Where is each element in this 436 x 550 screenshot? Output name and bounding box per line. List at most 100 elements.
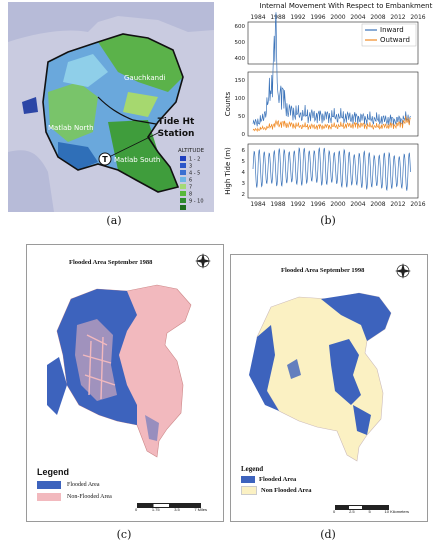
series-line-inward xyxy=(252,12,411,127)
flooded-label-d: Flooded Area xyxy=(259,476,297,483)
map-c-legend-title: Legend xyxy=(37,467,70,477)
tide-ylabel: High Tide (m) xyxy=(224,147,232,195)
label-gauchkandi: Gauchkandi xyxy=(124,74,166,82)
counts-lower-tick: 0 xyxy=(242,132,246,138)
chart-legend: Inward Outward xyxy=(361,23,417,47)
caption-d: (d) xyxy=(320,528,336,541)
altitude-swatch xyxy=(180,156,186,161)
scale-c-1: 1.75 xyxy=(151,507,160,512)
altitude-label: 8 xyxy=(189,192,192,198)
flooded-swatch-d xyxy=(241,476,255,483)
bottom-x-tick-label: 2012 xyxy=(390,201,405,208)
counts-upper-tick: 500 xyxy=(235,40,246,46)
scale-bar-c xyxy=(137,503,201,508)
counts-upper-tick: 400 xyxy=(235,56,246,62)
caption-a: (a) xyxy=(106,214,122,227)
top-x-tick-label: 1984 xyxy=(250,14,265,21)
non-flooded-swatch-c xyxy=(37,493,61,501)
panel-c: Flooded Area September 1988 Legend Flood… xyxy=(26,244,224,522)
altitude-swatch xyxy=(180,191,186,196)
counts-lower-tick: 150 xyxy=(235,78,246,84)
altitude-swatch xyxy=(180,198,186,203)
top-x-tick-label: 1992 xyxy=(290,14,305,21)
scale-c-3: 7 Miles xyxy=(194,507,207,512)
bottom-x-tick-label: 1988 xyxy=(270,201,285,208)
series-line-outward xyxy=(252,115,411,133)
panel-a-map: Gauchkandi Matlab North Matlab South Tid… xyxy=(8,2,214,212)
tide-tick: 6 xyxy=(242,148,246,154)
tide-station-marker xyxy=(98,152,112,166)
label-tide-station-line2: Station xyxy=(158,129,195,139)
counts-upper-tick: 600 xyxy=(235,24,246,30)
caption-c: (c) xyxy=(116,528,132,541)
scale-c-0: 0 xyxy=(135,507,138,512)
label-matlab-north: Matlab North xyxy=(48,124,94,132)
tide-tick: 2 xyxy=(242,192,246,198)
tide-tick: 4 xyxy=(242,170,246,176)
counts-ylabel: Counts xyxy=(224,91,232,116)
map-c-legend: Legend Flooded Area Non-Flooded Area xyxy=(37,467,112,501)
top-x-tick-label: 2008 xyxy=(370,14,385,21)
altitude-label: 6 xyxy=(189,178,192,184)
top-x-tick-label: 2016 xyxy=(410,14,425,21)
bottom-x-tick-label: 1996 xyxy=(310,201,325,208)
caption-b: (b) xyxy=(320,214,336,227)
scale-d-2: 5 xyxy=(368,509,371,514)
map-d-legend-title: Legend xyxy=(241,465,264,473)
altitude-label: 3 xyxy=(189,164,192,170)
scale-bar-d xyxy=(335,505,389,510)
tide-tick: 5 xyxy=(242,159,246,165)
altitude-legend-title: ALTITUDE xyxy=(178,148,205,154)
counts-lower-tick: 100 xyxy=(235,96,246,102)
tide-tick: 3 xyxy=(242,181,246,187)
top-x-tick-label: 1996 xyxy=(310,14,325,21)
altitude-label: 1 - 2 xyxy=(189,157,200,163)
altitude-swatch xyxy=(180,177,186,182)
map-c-title: Flooded Area September 1988 xyxy=(69,259,153,266)
flooded-swatch-c xyxy=(37,481,61,489)
altitude-swatch xyxy=(180,184,186,189)
top-x-tick-label: 2004 xyxy=(350,14,365,21)
top-x-tick-label: 2000 xyxy=(330,14,345,21)
non-flooded-label-c: Non-Flooded Area xyxy=(67,494,112,500)
bottom-x-tick-label: 2008 xyxy=(370,201,385,208)
legend-outward: Outward xyxy=(380,36,410,44)
series-line-high-tide xyxy=(252,146,411,192)
scale-c-2: 3.5 xyxy=(174,507,180,512)
label-matlab-south: Matlab South xyxy=(114,156,160,164)
altitude-label: 4 - 5 xyxy=(189,171,200,177)
north-arrow-d xyxy=(395,263,411,279)
tide-station-marker-letter: T xyxy=(102,155,108,164)
north-arrow-c xyxy=(195,253,211,269)
map-d-title: Flooded Area September 1998 xyxy=(281,267,365,274)
counts-lower-tick: 50 xyxy=(238,114,245,120)
top-x-tick-label: 2012 xyxy=(390,14,405,21)
scale-d-0: 0 xyxy=(333,509,336,514)
map-d-legend: Legend Flooded Area Non Flooded Area xyxy=(241,465,311,495)
bottom-x-tick-label: 1992 xyxy=(290,201,305,208)
bottom-x-tick-label: 2016 xyxy=(410,201,425,208)
map-c xyxy=(47,253,211,458)
panel-a: Gauchkandi Matlab North Matlab South Tid… xyxy=(8,2,214,212)
non-flooded-swatch-d xyxy=(241,486,257,495)
altitude-label: 9 - 10 xyxy=(189,199,204,205)
altitude-swatch xyxy=(180,163,186,168)
altitude-label: 7 xyxy=(189,185,192,191)
altitude-swatch xyxy=(180,205,186,210)
bottom-x-tick-label: 2004 xyxy=(350,201,365,208)
bottom-x-tick-label: 2000 xyxy=(330,201,345,208)
bottom-x-tick-label: 1984 xyxy=(250,201,265,208)
map-d xyxy=(249,263,411,462)
label-tide-station-line1: Tide Ht xyxy=(158,117,195,127)
chart-title: Internal Movement With Respect to Embank… xyxy=(260,2,433,10)
scale-d-1: 2.5 xyxy=(349,509,355,514)
altitude-swatch xyxy=(180,170,186,175)
panel-b: Internal Movement With Respect to Embank… xyxy=(222,0,436,214)
panel-d: Flooded Area September 1998 Legend Flood… xyxy=(230,254,428,522)
flooded-label-c: Flooded Area xyxy=(67,482,100,488)
legend-inward: Inward xyxy=(380,26,404,34)
scale-d-3: 10 Kilometers xyxy=(384,509,409,514)
non-flooded-label-d: Non Flooded Area xyxy=(261,487,312,494)
top-x-tick-label: 1988 xyxy=(270,14,285,21)
